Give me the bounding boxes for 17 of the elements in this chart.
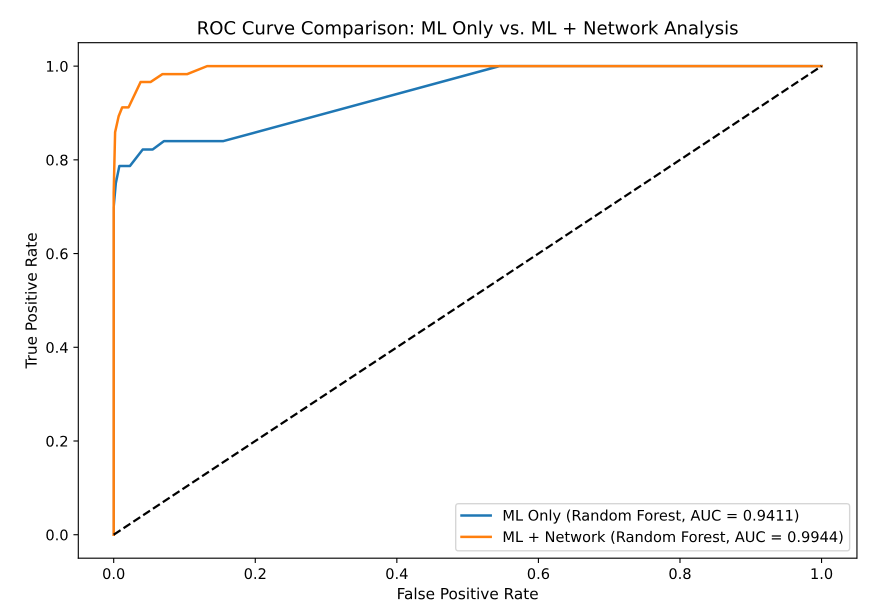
legend-label: ML + Network (Random Forest, AUC = 0.9944)	[504, 530, 843, 544]
y-tick-label: 0.2	[46, 436, 68, 447]
x-tick-label: 0.0	[103, 568, 124, 580]
y-tick-label: 0.0	[46, 529, 68, 540]
x-tick-label: 0.4	[386, 568, 408, 580]
x-axis-title: False Positive Rate	[398, 588, 538, 600]
y-tick-label: 0.4	[46, 342, 68, 354]
x-tick-label: 1.0	[812, 568, 832, 580]
x-tick-label: 0.2	[244, 568, 266, 580]
y-tick-label: 0.6	[46, 248, 68, 260]
y-tick-label: 1.0	[46, 60, 68, 72]
legend-label: ML Only (Random Forest, AUC = 0.9411)	[504, 510, 798, 524]
y-axis-title: True Positive Rate	[25, 233, 37, 368]
y-tick-label: 0.8	[46, 154, 68, 166]
chart-title: ROC Curve Comparison: ML Only vs. ML + Network Analysis	[198, 20, 738, 38]
x-tick-label: 0.6	[528, 568, 550, 580]
x-tick-label: 0.8	[669, 568, 691, 580]
